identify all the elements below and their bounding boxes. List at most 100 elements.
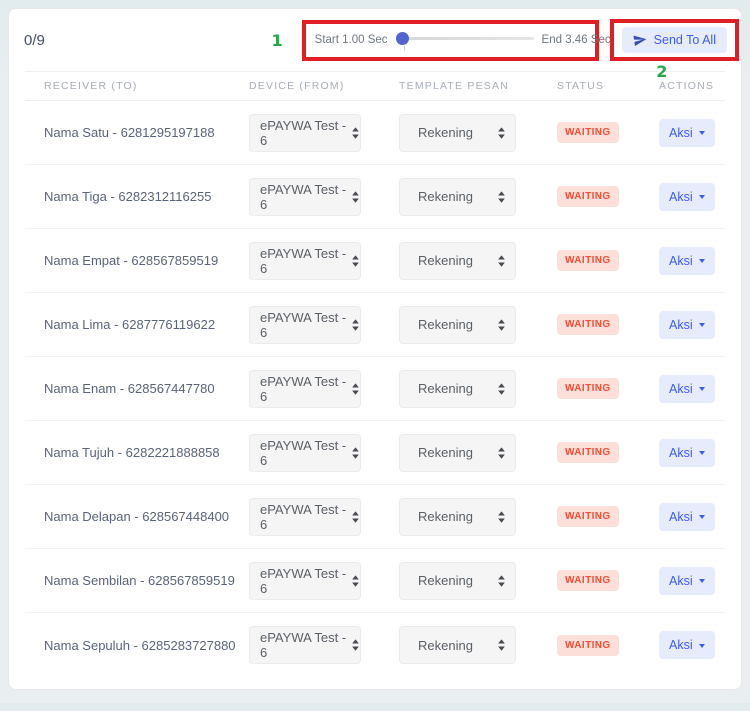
aksi-button-label: Aksi (669, 317, 693, 332)
column-header-status: STATUS (557, 80, 605, 92)
template-select[interactable]: Rekening (399, 241, 516, 280)
caret-down-icon (698, 323, 705, 327)
template-select[interactable]: Rekening (399, 369, 516, 408)
send-to-all-label: Send To All (653, 33, 716, 47)
table-row: Nama Satu - 6281295197188 ePAYWA Test - … (25, 101, 725, 165)
status-badge: WAITING (557, 122, 619, 143)
status-badge: WAITING (557, 186, 619, 207)
device-select[interactable]: ePAYWA Test - 6 (249, 561, 361, 600)
template-select[interactable]: Rekening (399, 305, 516, 344)
caret-down-icon (698, 387, 705, 391)
slider-track[interactable] (395, 37, 534, 40)
column-header-template: TEMPLATE PESAN (399, 80, 509, 92)
send-to-all-annotation-box: Send To All (609, 19, 739, 61)
aksi-dropdown-button[interactable]: Aksi (659, 310, 715, 339)
status-badge: WAITING (557, 378, 619, 399)
device-select-value: ePAYWA Test - 6 (260, 373, 347, 404)
receiver-name: Nama Enam - 628567447780 (44, 381, 215, 396)
aksi-dropdown-button[interactable]: Aksi (659, 502, 715, 531)
device-select[interactable]: ePAYWA Test - 6 (249, 626, 361, 664)
template-select-value: Rekening (418, 509, 473, 524)
select-spinner-icon (497, 318, 506, 332)
select-spinner-icon (351, 318, 360, 332)
device-select-value: ePAYWA Test - 6 (260, 565, 347, 596)
caret-down-icon (698, 579, 705, 583)
template-select-value: Rekening (418, 445, 473, 460)
aksi-button-label: Aksi (669, 445, 693, 460)
template-select-value: Rekening (418, 381, 473, 396)
aksi-dropdown-button[interactable]: Aksi (659, 374, 715, 403)
aksi-dropdown-button[interactable]: Aksi (659, 118, 715, 147)
aksi-button-label: Aksi (669, 189, 693, 204)
status-badge: WAITING (557, 314, 619, 335)
select-spinner-icon (497, 382, 506, 396)
template-select[interactable]: Rekening (399, 177, 516, 216)
select-spinner-icon (497, 638, 506, 652)
slider-tick (403, 46, 405, 51)
table-row: Nama Enam - 628567447780 ePAYWA Test - 6… (25, 357, 725, 421)
table-row: Nama Sembilan - 628567859519 ePAYWA Test… (25, 549, 725, 613)
select-spinner-icon (497, 446, 506, 460)
template-select-value: Rekening (418, 573, 473, 588)
aksi-dropdown-button[interactable]: Aksi (659, 566, 715, 595)
caret-down-icon (698, 643, 705, 648)
receiver-name: Nama Tiga - 6282312116255 (44, 189, 212, 204)
table-row: Nama Sepuluh - 6285283727880 ePAYWA Test… (25, 613, 725, 677)
template-select[interactable]: Rekening (399, 626, 516, 664)
broadcast-card: 0/9 1 Start 1.00 Sec End 3.46 Sec (8, 8, 742, 690)
table-row: Nama Delapan - 628567448400 ePAYWA Test … (25, 485, 725, 549)
recipients-table: RECEIVER (TO) DEVICE (FROM) TEMPLATE PES… (25, 71, 725, 677)
select-spinner-icon (497, 190, 506, 204)
aksi-dropdown-button[interactable]: Aksi (659, 182, 715, 211)
device-select-value: ePAYWA Test - 6 (260, 501, 347, 532)
device-select[interactable]: ePAYWA Test - 6 (249, 497, 361, 536)
delay-slider-group: Start 1.00 Sec End 3.46 Sec (301, 19, 611, 61)
device-select-value: ePAYWA Test - 6 (260, 181, 347, 212)
template-select[interactable]: Rekening (399, 497, 516, 536)
caret-down-icon (698, 195, 705, 199)
aksi-dropdown-button[interactable]: Aksi (659, 246, 715, 275)
send-to-all-button[interactable]: Send To All (621, 27, 727, 53)
aksi-dropdown-button[interactable]: Aksi (659, 631, 715, 659)
sent-counter: 0/9 (24, 31, 45, 49)
select-spinner-icon (351, 574, 360, 588)
aksi-button-label: Aksi (669, 381, 693, 396)
device-select-value: ePAYWA Test - 6 (260, 245, 347, 276)
receiver-name: Nama Sepuluh - 6285283727880 (44, 637, 236, 653)
slider-thumb[interactable] (395, 32, 409, 45)
template-select-value: Rekening (418, 253, 473, 268)
device-select[interactable]: ePAYWA Test - 6 (249, 433, 361, 472)
template-select[interactable]: Rekening (399, 113, 516, 152)
select-spinner-icon (497, 510, 506, 524)
annotation-number-1: 1 (271, 30, 283, 50)
slider-end-label: End 3.46 Sec (541, 34, 611, 46)
device-select[interactable]: ePAYWA Test - 6 (249, 305, 361, 344)
delay-slider[interactable] (395, 31, 534, 51)
template-select-value: Rekening (418, 189, 473, 204)
device-select[interactable]: ePAYWA Test - 6 (249, 369, 361, 408)
status-badge: WAITING (557, 506, 619, 527)
device-select[interactable]: ePAYWA Test - 6 (249, 177, 361, 216)
aksi-button-label: Aksi (669, 253, 693, 268)
device-select-value: ePAYWA Test - 6 (260, 117, 347, 148)
annotation-number-2: 2 (656, 62, 668, 81)
device-select-value: ePAYWA Test - 6 (260, 309, 347, 340)
aksi-button-label: Aksi (669, 573, 693, 588)
template-select[interactable]: Rekening (399, 561, 516, 600)
aksi-dropdown-button[interactable]: Aksi (659, 438, 715, 467)
device-select[interactable]: ePAYWA Test - 6 (249, 241, 361, 280)
caret-down-icon (698, 131, 705, 135)
table-row: Nama Tujuh - 6282221888858 ePAYWA Test -… (25, 421, 725, 485)
receiver-name: Nama Lima - 6287776119622 (44, 317, 216, 332)
template-select-value: Rekening (418, 317, 473, 332)
select-spinner-icon (497, 126, 506, 140)
caret-down-icon (698, 451, 705, 455)
aksi-button-label: Aksi (669, 509, 693, 524)
status-badge: WAITING (557, 570, 619, 591)
device-select[interactable]: ePAYWA Test - 6 (249, 113, 361, 152)
template-select-value: Rekening (418, 125, 473, 140)
template-select[interactable]: Rekening (399, 433, 516, 472)
select-spinner-icon (497, 574, 506, 588)
column-header-receiver: RECEIVER (TO) (44, 80, 138, 92)
select-spinner-icon (351, 638, 360, 652)
